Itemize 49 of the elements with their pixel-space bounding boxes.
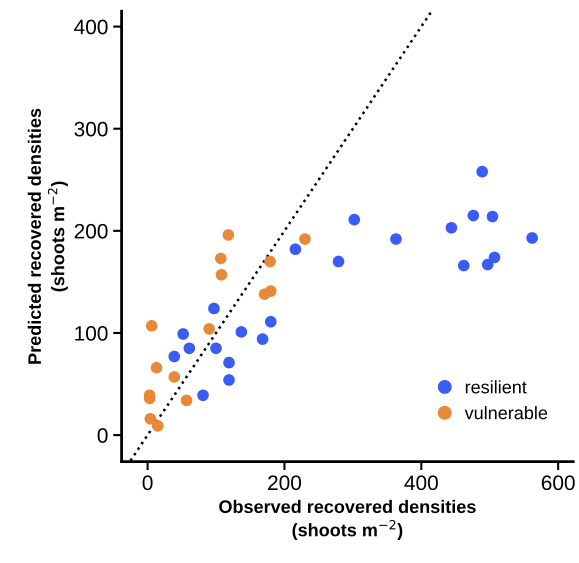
- legend-label: vulnerable: [464, 406, 548, 420]
- legend-label: resilient: [466, 380, 527, 394]
- point: [223, 374, 235, 386]
- point: [458, 260, 470, 272]
- point: [264, 316, 277, 328]
- x-tick-label: 0: [142, 475, 153, 490]
- point: [197, 389, 209, 402]
- y-axis-title: Predicted recovered densities (shoots m$^{−2}$): [28, 108, 68, 364]
- point: [236, 326, 248, 338]
- x-tick-label: 400: [404, 475, 438, 490]
- y-tick-label: 400: [74, 20, 108, 34]
- y-tick-label: 200: [74, 224, 108, 239]
- point: [290, 243, 302, 256]
- point: [144, 412, 156, 425]
- point: [299, 233, 311, 245]
- y-tick-label: 300: [74, 122, 108, 136]
- point: [208, 302, 220, 314]
- point: [482, 258, 494, 270]
- point: [168, 350, 180, 362]
- point: [150, 362, 162, 374]
- y-tick-label: 0: [98, 428, 108, 443]
- point: [222, 229, 234, 241]
- point: [467, 210, 480, 222]
- x-tick-label: 200: [268, 475, 302, 490]
- point: [216, 268, 228, 281]
- point: [348, 214, 360, 226]
- point: [152, 420, 164, 432]
- point: [184, 342, 196, 354]
- point: [264, 285, 277, 297]
- point: [332, 256, 344, 268]
- x-axis-title: Observed recovered densities (shoots m$^{−2}$): [219, 500, 476, 540]
- point: [488, 252, 500, 264]
- point: [215, 252, 227, 264]
- point: [446, 222, 458, 234]
- point: [180, 394, 192, 406]
- point: [168, 371, 180, 383]
- point: [223, 356, 235, 368]
- x-tick-label: 600: [542, 475, 575, 490]
- point: [476, 166, 488, 178]
- y-tick-label: 100: [75, 326, 108, 341]
- point: [146, 320, 158, 332]
- point: [390, 233, 402, 245]
- point: [203, 323, 215, 335]
- point: [210, 342, 222, 354]
- point: [526, 232, 538, 244]
- point: [486, 210, 498, 222]
- point: [256, 333, 268, 345]
- point: [264, 256, 276, 268]
- point: [177, 328, 189, 340]
